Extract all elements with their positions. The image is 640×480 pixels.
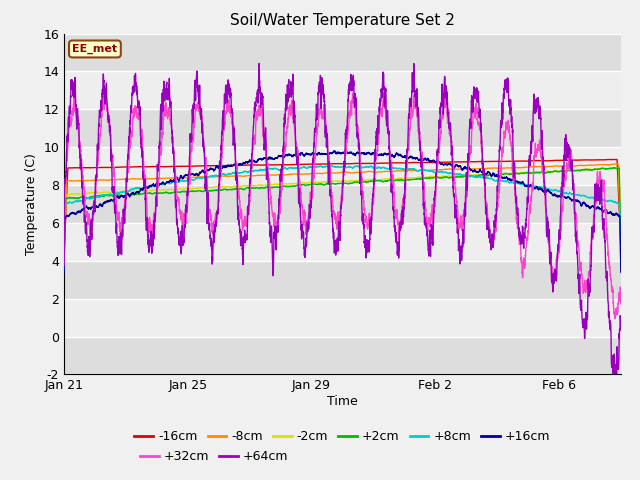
Bar bbox=[64, 223, 621, 261]
Bar bbox=[64, 261, 621, 299]
Bar bbox=[64, 72, 621, 109]
Bar bbox=[64, 336, 621, 374]
Text: EE_met: EE_met bbox=[72, 44, 118, 54]
Legend: +32cm, +64cm: +32cm, +64cm bbox=[135, 445, 294, 468]
Title: Soil/Water Temperature Set 2: Soil/Water Temperature Set 2 bbox=[230, 13, 455, 28]
X-axis label: Time: Time bbox=[327, 395, 358, 408]
Bar bbox=[64, 147, 621, 185]
Bar bbox=[64, 34, 621, 72]
Bar bbox=[64, 299, 621, 336]
Bar bbox=[64, 109, 621, 147]
Y-axis label: Temperature (C): Temperature (C) bbox=[25, 153, 38, 255]
Bar bbox=[64, 185, 621, 223]
